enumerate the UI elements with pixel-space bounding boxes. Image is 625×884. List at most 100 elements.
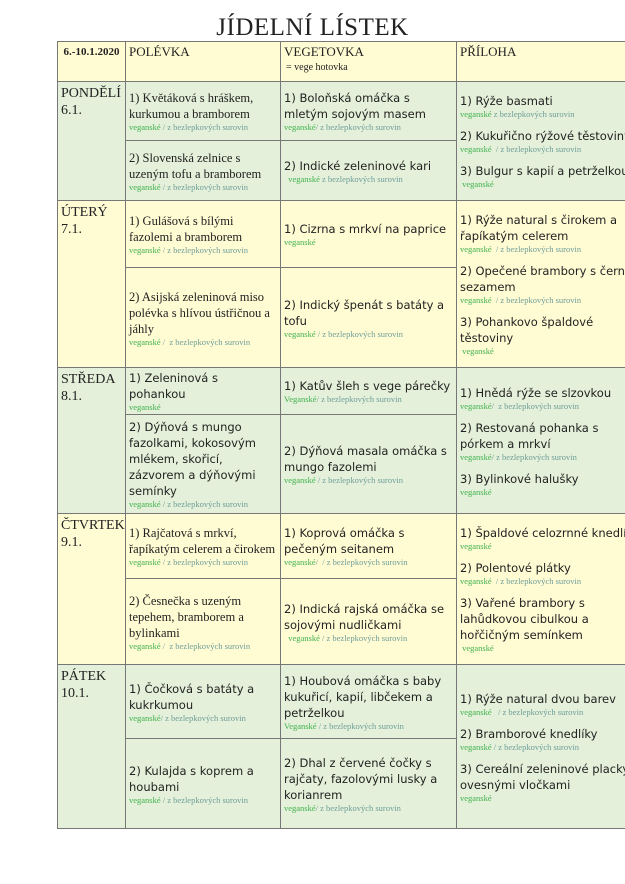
day-date: 10.1. [61, 686, 89, 701]
soup-cell: 1) Květáková s hráškem, kurkumou a bramb… [125, 81, 281, 141]
gluten-free-label: / z bezlepkových surovin [491, 576, 582, 586]
vegan-label: veganské [460, 486, 492, 497]
vegan-label: veganské [129, 640, 161, 651]
soup-cell: 1) Zeleninová s pohankou veganské [125, 367, 281, 415]
dish-name: 2) Dhal z červené čočky s rajčaty, fazol… [284, 755, 438, 802]
diet-tag: veganské / z bezlepkových surovin [129, 795, 277, 805]
main-cell: 1) Boloňská omáčka s mletým sojovým mase… [280, 81, 457, 141]
diet-tag: veganské [460, 643, 625, 653]
vegan-label: veganské [129, 181, 161, 192]
gluten-free-label: / z bezlepkových surovin [491, 706, 584, 717]
dish: 2) Restovaná pohanka s pórkem a mrkví ve… [460, 420, 625, 462]
day-name: STŘEDA [61, 372, 116, 387]
dish-name: 1) Katův šleh s vege párečky [284, 379, 451, 393]
soup-header: POLÉVKA [125, 41, 281, 82]
dish-name: 2) Polentové plátky [460, 561, 571, 575]
diet-tag: veganské / z bezlepkových surovin [460, 295, 625, 305]
gluten-free-label: / z bezlepkových surovin [491, 741, 579, 752]
gluten-free-label: / z bezlepkových surovin [160, 557, 248, 568]
side-cell: 1) Rýže basmati veganské z bezlepkových … [456, 81, 625, 201]
gluten-free-label: z bezlepkových surovin [319, 173, 403, 184]
soup-cell: 2) Slovenská zelnice s uzeným tofu a bra… [125, 140, 281, 201]
dish: 1) Rýže natural s čirokem a řapíkatým ce… [460, 212, 625, 254]
vegan-label: veganské [129, 122, 161, 132]
dish-name: 2) Opečené brambory s černým sezamem [460, 264, 625, 294]
dish-name: 2) Bramborové knedlíky [460, 726, 598, 741]
vegan-label: veganské [284, 475, 316, 485]
diet-tag: veganské/ z bezlepkových surovin [129, 713, 277, 723]
dish-name: 1) Boloňská omáčka s mletým sojovým mase… [284, 91, 426, 121]
dish: 2) Česnečka s uzeným tepehem, bramborem … [129, 593, 277, 651]
dish-name: 2) Dýňová masala omáčka s mungo fazolemi [284, 444, 447, 474]
main-cell: 2) Dýňová masala omáčka s mungo fazolemi… [280, 414, 457, 514]
dish: 2) Bramborové knedlíky veganské / z bezl… [460, 726, 625, 752]
diet-tag: veganské / z bezlepkových surovin [460, 244, 625, 254]
diet-tag: veganské/ / z bezlepkových surovin [284, 557, 453, 567]
dish: 2) Dýňová s mungo fazolkami, kokosovým m… [129, 419, 277, 509]
vegan-label: veganské [129, 336, 161, 347]
soup-cell: 2) Česnečka s uzeným tepehem, bramborem … [125, 578, 281, 665]
dish-name: 2) Indický špenát s batáty a tofu [284, 297, 445, 328]
dish-name: 1) Rýže natural s čirokem a řapíkatým ce… [460, 213, 618, 243]
page-title: JÍDELNÍ LÍSTEK [216, 14, 409, 41]
diet-tag: veganské / z bezlepkových surovin [129, 641, 277, 651]
day-row: STŘEDA 8.1. 1) Zeleninová s pohankou vega… [57, 367, 625, 514]
vegan-label: veganské [460, 400, 492, 411]
diet-tag: veganské [460, 346, 625, 356]
vegan-label: veganské [129, 402, 161, 412]
vegan-label: veganské [460, 346, 494, 356]
gluten-free-label: / z bezlepkových surovin [491, 144, 582, 154]
vegan-label: veganské [284, 557, 316, 568]
day-cell: STŘEDA 8.1. [57, 367, 126, 514]
vegan-label: veganské [460, 295, 492, 305]
gluten-free-label: / z bezlepkových surovin [160, 245, 248, 256]
diet-tag: veganské/ z bezlepkových surovin [460, 452, 625, 462]
dish-name: 3) Cereální zeleninové placky s ovesnými… [460, 761, 625, 792]
day-row: ÚTERÝ 7.1. 1) Gulášová s bílými fazolemi … [57, 199, 625, 368]
main-header-note: = vege hotovka [286, 62, 348, 73]
dish-name: 2) Restovaná pohanka s pórkem a mrkví [460, 420, 599, 451]
dish: 3) Cereální zeleninové placky s ovesnými… [460, 761, 625, 803]
diet-tag: veganské / z bezlepkových surovin [460, 707, 625, 717]
vegan-label: veganské [460, 451, 492, 462]
main-cell: 1) Katův šleh s vege párečky Veganské/ z… [280, 367, 457, 415]
gluten-free-label: / z bezlepkových surovin [316, 394, 402, 404]
vegan-label: veganské [284, 328, 316, 339]
day-cell: PONDĚLÍ 6.1. [57, 81, 126, 201]
day-date: 8.1. [61, 389, 82, 404]
diet-tag: Veganské/ z bezlepkových surovin [284, 394, 453, 404]
main-cell: 2) Indická rajská omáčka se sojovými nud… [280, 578, 457, 665]
day-cell: ÚTERÝ 7.1. [57, 200, 126, 368]
dish-name: 2) Indické zeleninové kari [284, 158, 432, 173]
gluten-free-label: / z bezlepkových surovin [316, 720, 404, 731]
dish: 2) Asijská zeleninová miso polévka s hlí… [129, 289, 277, 347]
vegan-label: veganské [460, 179, 494, 189]
dish: 1) Boloňská omáčka s mletým sojovým mase… [284, 90, 453, 132]
dish-name: 1) Gulášová s bílými fazolemi a brambore… [129, 214, 243, 245]
dish-name: 3) Bylinkové halušky [460, 471, 579, 486]
diet-tag: veganské / z bezlepkových surovin [129, 337, 277, 347]
dish: 1) Cizrna s mrkví na paprice veganské [284, 221, 453, 247]
main-header: VEGETOVKA = vege hotovka [280, 41, 457, 82]
day-row: PONDĚLÍ 6.1. 1) Květáková s hráškem, kurk… [57, 81, 625, 201]
dish-name: 1) Špaldové celozrnné knedlíky [460, 526, 625, 540]
main-cell: 1) Houbová omáčka s baby kukuřicí, kapií… [280, 664, 457, 739]
dish: 2) Indická rajská omáčka se sojovými nud… [284, 601, 453, 643]
gluten-free-label: / z bezlepkových surovin [315, 328, 403, 339]
side-cell: 1) Rýže natural s čirokem a řapíkatým ce… [456, 200, 625, 368]
diet-tag: veganské / z bezlepkových surovin [460, 742, 625, 752]
vegan-label: veganské [129, 557, 161, 568]
dish: 1) Rýže basmati veganské z bezlepkových … [460, 93, 625, 119]
day-row: PÁTEK 10.1. 1) Čočková s batáty a kukrkum… [57, 664, 625, 829]
vegan-label: veganské [460, 144, 492, 154]
dish: 3) Bulgur s kapií a petrželkou veganské [460, 163, 625, 189]
dish-name: 2) Indická rajská omáčka se sojovými nud… [284, 601, 445, 632]
dish-name: 3) Bulgur s kapií a petrželkou [460, 164, 625, 178]
dish-name: 1) Houbová omáčka s baby kukuřicí, kapií… [284, 673, 442, 720]
dish: 2) Kukuřično rýžové těstoviny veganské /… [460, 128, 625, 154]
vegan-label: veganské [460, 109, 492, 119]
header-row: 6.-10.1.2020 POLÉVKA VEGETOVKA = vege hot… [57, 41, 625, 82]
main-cell: 1) Cizrna s mrkví na paprice veganské [280, 199, 457, 269]
day-row-second: 2) Asijská zeleninová miso polévka s hlí… [58, 267, 625, 368]
day-date: 7.1. [61, 222, 82, 237]
